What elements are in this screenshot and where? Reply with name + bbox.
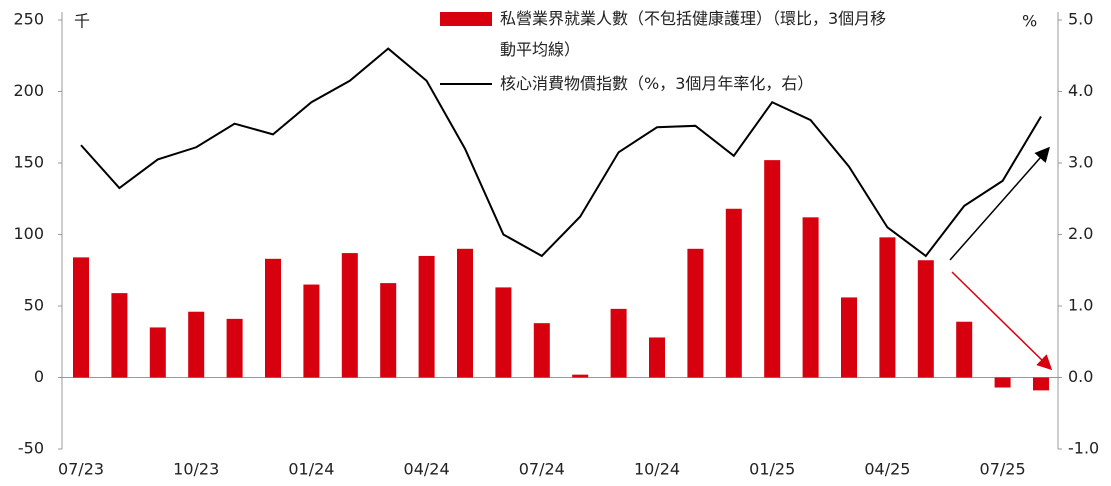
- bar: [418, 255, 435, 378]
- bar: [533, 323, 550, 378]
- x-tick-label: 01/25: [749, 460, 795, 479]
- y2-tick-label: 2.0: [1068, 224, 1093, 243]
- arrow-up: [949, 146, 1050, 261]
- y2-tick-label: 3.0: [1068, 153, 1093, 172]
- y-tick-label: 200: [13, 81, 44, 100]
- bar: [188, 311, 205, 378]
- bar: [572, 374, 589, 378]
- legend-label: 核心消費物價指數（%，3個月年率化，右）: [500, 74, 814, 93]
- bar: [764, 160, 781, 378]
- legend-swatch-bar: [440, 12, 492, 26]
- bar: [802, 217, 819, 378]
- bar: [341, 253, 358, 378]
- x-tick-label: 04/24: [404, 460, 450, 479]
- x-tick-label: 04/25: [864, 460, 910, 479]
- bar: [226, 318, 243, 378]
- bar: [380, 283, 397, 378]
- y-tick-label: 50: [24, 296, 44, 315]
- bar: [73, 257, 89, 378]
- bar: [879, 237, 896, 378]
- y2-tick-label: 5.0: [1068, 10, 1093, 29]
- y2-axis-label: %: [1022, 12, 1037, 31]
- y-axis-label: 千: [74, 12, 90, 31]
- bar: [956, 321, 973, 378]
- arrow-down: [951, 271, 1053, 371]
- y2-tick-label: 4.0: [1068, 81, 1093, 100]
- x-tick-label: 01/24: [288, 460, 334, 479]
- bar: [457, 248, 473, 378]
- bar: [1033, 377, 1049, 391]
- bar: [687, 248, 704, 378]
- y2-tick-label: 1.0: [1068, 296, 1093, 315]
- bar: [725, 208, 742, 378]
- y2-tick-label: 0.0: [1068, 367, 1093, 386]
- x-tick-label: 10/23: [173, 460, 219, 479]
- y-tick-label: -50: [18, 439, 44, 458]
- legend-label: 私營業界就業人數（不包括健康護理）（環比，3個月移動平均線）: [500, 9, 887, 59]
- line: [80, 47, 1042, 258]
- bar: [111, 293, 128, 378]
- y2-tick-label: -1.0: [1068, 439, 1099, 458]
- y-tick-label: 100: [13, 224, 44, 243]
- bar: [994, 377, 1011, 388]
- bar: [610, 308, 627, 378]
- bar: [303, 284, 320, 378]
- bar: [495, 287, 512, 378]
- bar: [917, 260, 934, 378]
- bar: [149, 327, 166, 378]
- bar: [265, 258, 281, 378]
- x-tick-label: 07/23: [58, 460, 104, 479]
- y-tick-label: 0: [34, 367, 44, 386]
- bar: [649, 337, 665, 378]
- bar: [841, 297, 857, 378]
- x-tick-label: 10/24: [634, 460, 680, 479]
- y-tick-label: 250: [13, 10, 44, 29]
- x-tick-label: 07/25: [980, 460, 1026, 479]
- y-tick-label: 150: [13, 153, 44, 172]
- x-tick-label: 07/24: [519, 460, 565, 479]
